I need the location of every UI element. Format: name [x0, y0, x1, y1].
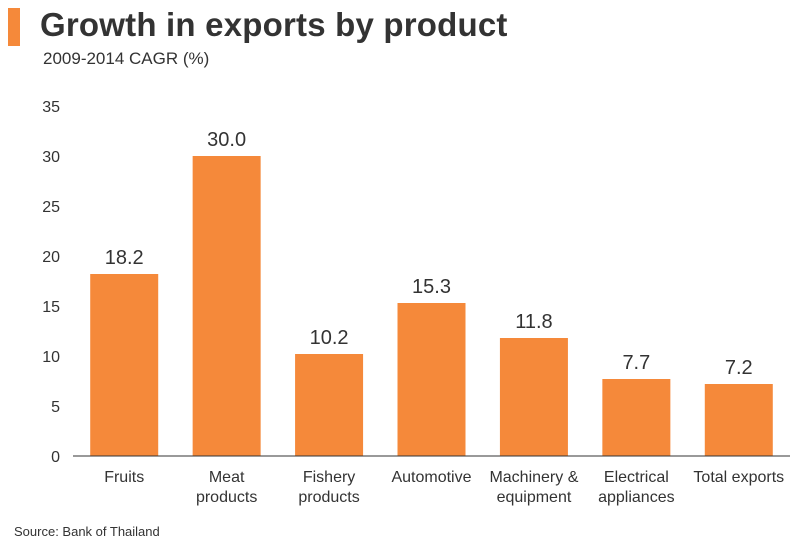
x-tick-label: Electrical appliances: [598, 469, 675, 506]
y-tick-label: 25: [42, 199, 60, 216]
bar: [602, 379, 671, 456]
x-tick-label: Automotive: [391, 469, 471, 486]
bar: [192, 156, 261, 456]
bar-chart: 0 5 10 15 20 25 30 35 18.2 30.0 10.2 15.3 11.8 7.7 7.…: [42, 99, 790, 506]
bar: [397, 303, 466, 456]
x-tick-label-line: equipment: [497, 489, 572, 506]
y-tick-label: 15: [42, 299, 60, 316]
y-tick-label: 30: [42, 149, 60, 166]
data-label: 10.2: [310, 327, 349, 349]
y-tick-label: 20: [42, 249, 60, 266]
x-tick-label-line: Electrical: [604, 469, 669, 486]
chart-title: Growth in exports by product: [40, 6, 508, 43]
x-tick-label-line: Machinery &: [489, 469, 578, 486]
chart-subtitle: 2009-2014 CAGR (%): [43, 49, 210, 68]
data-label: 7.2: [725, 357, 753, 379]
x-tick-label-line: Fruits: [104, 469, 144, 486]
x-tick-label-line: Total exports: [693, 469, 784, 486]
y-axis: 0 5 10 15 20 25 30 35: [42, 99, 60, 466]
data-label: 30.0: [207, 129, 246, 151]
x-tick-label-line: products: [196, 489, 257, 506]
x-tick-label: Machinery & equipment: [489, 469, 578, 506]
y-tick-label: 0: [51, 449, 60, 466]
bar: [90, 274, 159, 456]
x-tick-label: Fishery products: [298, 469, 359, 506]
data-label: 7.7: [622, 352, 650, 374]
x-axis: Fruits Meat products Fishery products Automot…: [73, 455, 790, 506]
x-tick-label-line: products: [298, 489, 359, 506]
x-tick-label: Meat products: [196, 469, 257, 506]
bar: [704, 384, 773, 456]
source-note: Source: Bank of Thailand: [14, 524, 160, 539]
bar: [499, 338, 568, 456]
data-label: 15.3: [412, 276, 451, 298]
y-tick-label: 5: [51, 399, 60, 416]
x-tick-label: Fruits: [104, 469, 144, 486]
data-label: 18.2: [105, 247, 144, 269]
data-label: 11.8: [515, 311, 552, 333]
title-accent-bar: [8, 8, 20, 46]
y-tick-label: 35: [42, 99, 60, 116]
y-tick-label: 10: [42, 349, 60, 366]
bar: [295, 354, 364, 456]
x-tick-label-line: appliances: [598, 489, 675, 506]
bars: 18.2 30.0 10.2 15.3 11.8 7.7 7.2: [90, 129, 773, 456]
x-tick-label: Total exports: [693, 469, 784, 486]
x-tick-label-line: Meat: [209, 469, 245, 486]
x-tick-label-line: Fishery: [303, 469, 355, 486]
x-tick-label-line: Automotive: [391, 469, 471, 486]
